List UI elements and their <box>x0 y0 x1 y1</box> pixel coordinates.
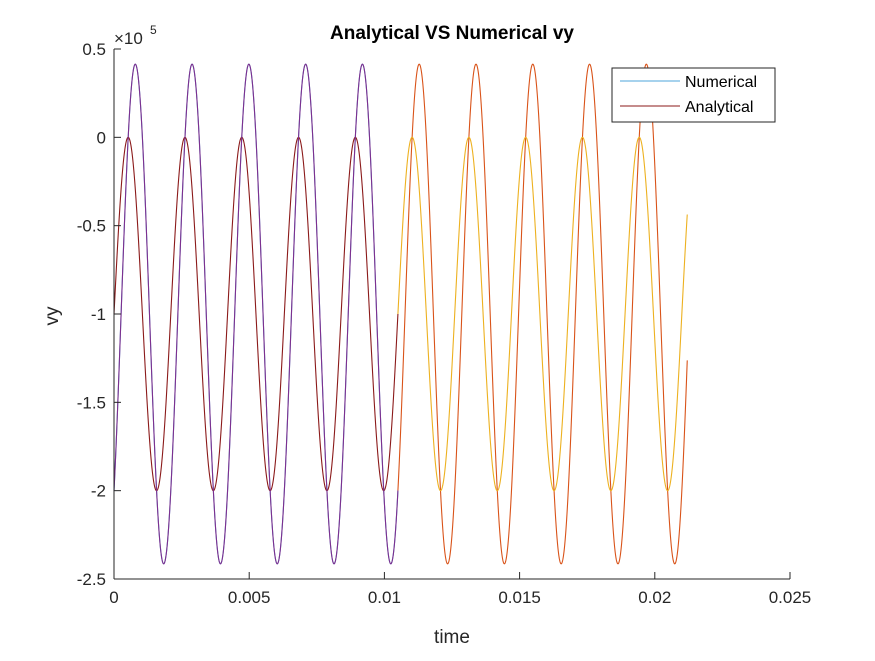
y-tick-label: -1 <box>91 305 106 324</box>
series-line-unnamed-3 <box>397 136 688 492</box>
exponent-base: ×10 <box>114 29 143 48</box>
y-tick-label: -0.5 <box>77 217 106 236</box>
y-tick-label: -2.5 <box>77 570 106 589</box>
x-tick-label: 0.025 <box>769 588 812 607</box>
y-tick-label: 0 <box>97 128 106 147</box>
legend-label-analytical: Analytical <box>685 99 753 116</box>
y-tick-label: -1.5 <box>77 393 106 412</box>
x-tick-label: 0.005 <box>228 588 271 607</box>
series-line-unnamed-4 <box>113 63 399 565</box>
y-axis-exponent: ×10 5 <box>114 23 157 48</box>
series-line-unnamed-2 <box>397 63 688 565</box>
x-tick-label: 0.015 <box>498 588 541 607</box>
series-layer <box>113 63 688 565</box>
x-axis-label: time <box>434 627 470 648</box>
legend: Numerical Analytical <box>611 67 776 123</box>
series-line-analytical <box>113 136 399 492</box>
axes-layer: 0 0.005 0.01 0.015 0.02 0.025 -2.5 -2 -1.5 -1 -0.5… <box>77 40 812 607</box>
exponent-power: 5 <box>150 23 157 37</box>
y-tick-label: -2 <box>91 482 106 501</box>
x-tick-label: 0.01 <box>368 588 401 607</box>
y-tick-label: 0.5 <box>82 40 106 59</box>
x-tick-label: 0.02 <box>638 588 671 607</box>
legend-label-numerical: Numerical <box>685 74 757 91</box>
legend-box <box>611 67 776 123</box>
x-tick-label: 0 <box>109 588 118 607</box>
chart-title: Analytical VS Numerical vy <box>330 23 574 44</box>
y-axis-label: vy <box>42 306 63 326</box>
